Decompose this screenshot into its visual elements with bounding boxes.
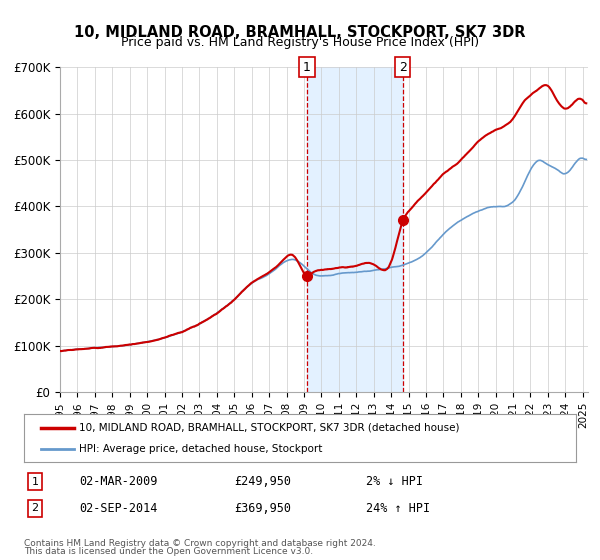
- Text: 10, MIDLAND ROAD, BRAMHALL, STOCKPORT, SK7 3DR: 10, MIDLAND ROAD, BRAMHALL, STOCKPORT, S…: [74, 25, 526, 40]
- Text: 10, MIDLAND ROAD, BRAMHALL, STOCKPORT, SK7 3DR (detached house): 10, MIDLAND ROAD, BRAMHALL, STOCKPORT, S…: [79, 423, 460, 433]
- Text: £369,950: £369,950: [234, 502, 291, 515]
- Text: This data is licensed under the Open Government Licence v3.0.: This data is licensed under the Open Gov…: [24, 548, 313, 557]
- Text: £249,950: £249,950: [234, 475, 291, 488]
- Text: 02-MAR-2009: 02-MAR-2009: [79, 475, 158, 488]
- Text: HPI: Average price, detached house, Stockport: HPI: Average price, detached house, Stoc…: [79, 444, 323, 454]
- Text: 2: 2: [31, 503, 38, 513]
- Text: 2: 2: [399, 60, 407, 74]
- Text: Contains HM Land Registry data © Crown copyright and database right 2024.: Contains HM Land Registry data © Crown c…: [24, 539, 376, 548]
- Text: Price paid vs. HM Land Registry's House Price Index (HPI): Price paid vs. HM Land Registry's House …: [121, 36, 479, 49]
- Text: 02-SEP-2014: 02-SEP-2014: [79, 502, 158, 515]
- Text: 24% ↑ HPI: 24% ↑ HPI: [366, 502, 430, 515]
- Text: 1: 1: [32, 477, 38, 487]
- Text: 2% ↓ HPI: 2% ↓ HPI: [366, 475, 423, 488]
- Bar: [307, 67, 403, 392]
- Text: 1: 1: [303, 60, 311, 74]
